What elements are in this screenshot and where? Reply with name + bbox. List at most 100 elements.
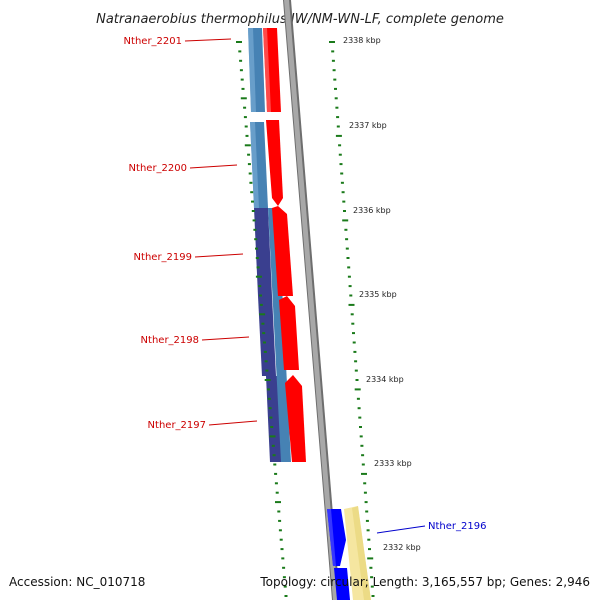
gc-skew-mark xyxy=(269,435,276,438)
gc-skew-mark xyxy=(262,332,266,335)
gc-skew-mark xyxy=(354,388,361,391)
backbone-track xyxy=(283,0,340,600)
gc-skew-mark xyxy=(352,332,355,335)
gc-skew-mark xyxy=(252,219,256,222)
gc-skew-mark xyxy=(277,510,281,513)
gene-label-nther-2201[interactable]: Nther_2201 xyxy=(124,36,232,47)
gc-skew-mark xyxy=(336,116,340,119)
gc-skew-mark xyxy=(283,585,287,588)
gc-skew-mark xyxy=(259,313,266,316)
gc-skew-mark xyxy=(366,529,370,532)
gc-skew-mark xyxy=(254,238,258,241)
gc-skew-mark xyxy=(274,482,278,485)
gc-skew-mark xyxy=(363,482,367,485)
gc-skew-mark xyxy=(236,41,242,43)
gc-skew-mark xyxy=(240,78,244,81)
gc-skew-track-right xyxy=(329,41,375,597)
gc-skew-mark xyxy=(279,538,283,541)
gc-skew-mark xyxy=(370,585,374,588)
gc-skew-mark xyxy=(256,266,260,269)
gc-skew-mark xyxy=(361,472,367,475)
gc-skew-mark xyxy=(263,350,267,353)
gene-labels: Nther_2201 Nther_2200 Nther_2199 Nther_2… xyxy=(124,36,486,534)
gc-skew-mark xyxy=(338,144,342,147)
gc-skew-mark xyxy=(251,210,255,212)
gc-skew-mark xyxy=(354,360,358,363)
gc-skew-mark xyxy=(265,369,269,372)
gc-skew-mark xyxy=(274,472,278,475)
gc-skew-mark xyxy=(248,172,252,175)
gc-skew-mark xyxy=(347,266,351,269)
gene-label-nther-2196[interactable]: Nther_2196 xyxy=(376,521,486,534)
gc-skew-mark xyxy=(250,191,254,194)
gc-skew-mark xyxy=(331,59,335,62)
gene-label-nther-2198[interactable]: Nther_2198 xyxy=(141,335,250,346)
gc-skew-mark xyxy=(331,50,335,53)
gc-skew-mark xyxy=(263,341,266,344)
gc-skew-mark xyxy=(340,181,344,184)
gene-label-nther-2200[interactable]: Nther_2200 xyxy=(129,163,238,174)
lower-feature-track xyxy=(327,506,371,600)
gc-skew-mark xyxy=(268,407,272,410)
svg-text:Nther_2197: Nther_2197 xyxy=(148,420,206,431)
gc-skew-mark xyxy=(249,181,253,184)
gc-skew-mark xyxy=(352,341,356,344)
gc-skew-mark xyxy=(258,285,262,288)
gc-skew-mark xyxy=(271,444,275,447)
gc-skew-mark xyxy=(340,172,344,175)
feature-nther-2199-operon xyxy=(254,208,272,296)
gc-skew-mark xyxy=(339,163,343,166)
gc-skew-mark xyxy=(359,426,362,428)
gc-skew-mark xyxy=(259,303,263,306)
gc-skew-mark xyxy=(348,285,352,288)
gene-label-nther-2199[interactable]: Nther_2199 xyxy=(134,252,244,263)
gc-skew-mark xyxy=(240,97,247,100)
gc-skew-mark xyxy=(344,228,348,231)
map-title: Natranaerobius thermophilus JW/NM-WN-LF,… xyxy=(96,12,504,27)
gene-label-nther-2197[interactable]: Nther_2197 xyxy=(148,420,258,431)
feature-nther-2200-forward xyxy=(266,120,283,206)
gc-skew-mark xyxy=(245,134,249,137)
svg-text:Nther_2198: Nther_2198 xyxy=(141,335,199,346)
feature-nther-2198-forward xyxy=(279,296,299,370)
gc-skew-mark xyxy=(264,379,271,381)
gc-skew-mark xyxy=(335,134,342,137)
gc-skew-mark xyxy=(346,257,350,259)
gc-skew-mark xyxy=(282,566,286,569)
gc-skew-mark xyxy=(361,454,365,457)
gc-skew-mark xyxy=(281,557,285,560)
gc-skew-mark xyxy=(342,219,349,222)
gc-skew-mark xyxy=(259,294,262,297)
scale-tick-label: 2338 kbp xyxy=(343,36,381,45)
gc-skew-mark xyxy=(367,538,371,541)
feature-operon-reverse xyxy=(268,208,291,462)
gc-skew-mark xyxy=(255,257,259,259)
gc-skew-mark xyxy=(365,519,369,522)
gc-skew-mark xyxy=(367,557,374,560)
feature-next-gene xyxy=(334,568,350,600)
svg-text:Nther_2201: Nther_2201 xyxy=(124,36,182,47)
gc-skew-mark xyxy=(272,454,276,457)
gc-skew-mark xyxy=(371,595,375,597)
gc-skew-mark xyxy=(363,491,367,494)
gc-skew-mark xyxy=(345,247,349,250)
gc-skew-mark xyxy=(353,350,357,353)
gc-skew-mark xyxy=(269,416,273,419)
gc-skew-mark xyxy=(251,200,254,203)
gc-skew-mark xyxy=(358,416,362,419)
gc-skew-mark xyxy=(273,463,277,466)
gc-skew-mark xyxy=(278,529,282,532)
gc-skew-mark xyxy=(332,69,336,72)
gc-skew-mark xyxy=(267,388,270,391)
scale-track: 2338 kbp 2337 kbp 2336 kbp 2335 kbp 2334… xyxy=(343,36,421,552)
gc-skew-mark xyxy=(356,397,360,400)
gc-skew-mark xyxy=(360,444,364,447)
gc-skew-mark xyxy=(354,369,358,372)
scale-tick-label: 2333 kbp xyxy=(374,459,412,468)
svg-text:Nther_2199: Nther_2199 xyxy=(134,252,192,263)
gc-skew-mark xyxy=(342,200,346,203)
genome-summary: Topology: circular; Length: 3,165,557 bp… xyxy=(260,575,590,589)
gc-skew-mark xyxy=(357,407,361,410)
gc-skew-mark xyxy=(275,501,281,504)
svg-text:Nther_2196: Nther_2196 xyxy=(428,521,486,532)
